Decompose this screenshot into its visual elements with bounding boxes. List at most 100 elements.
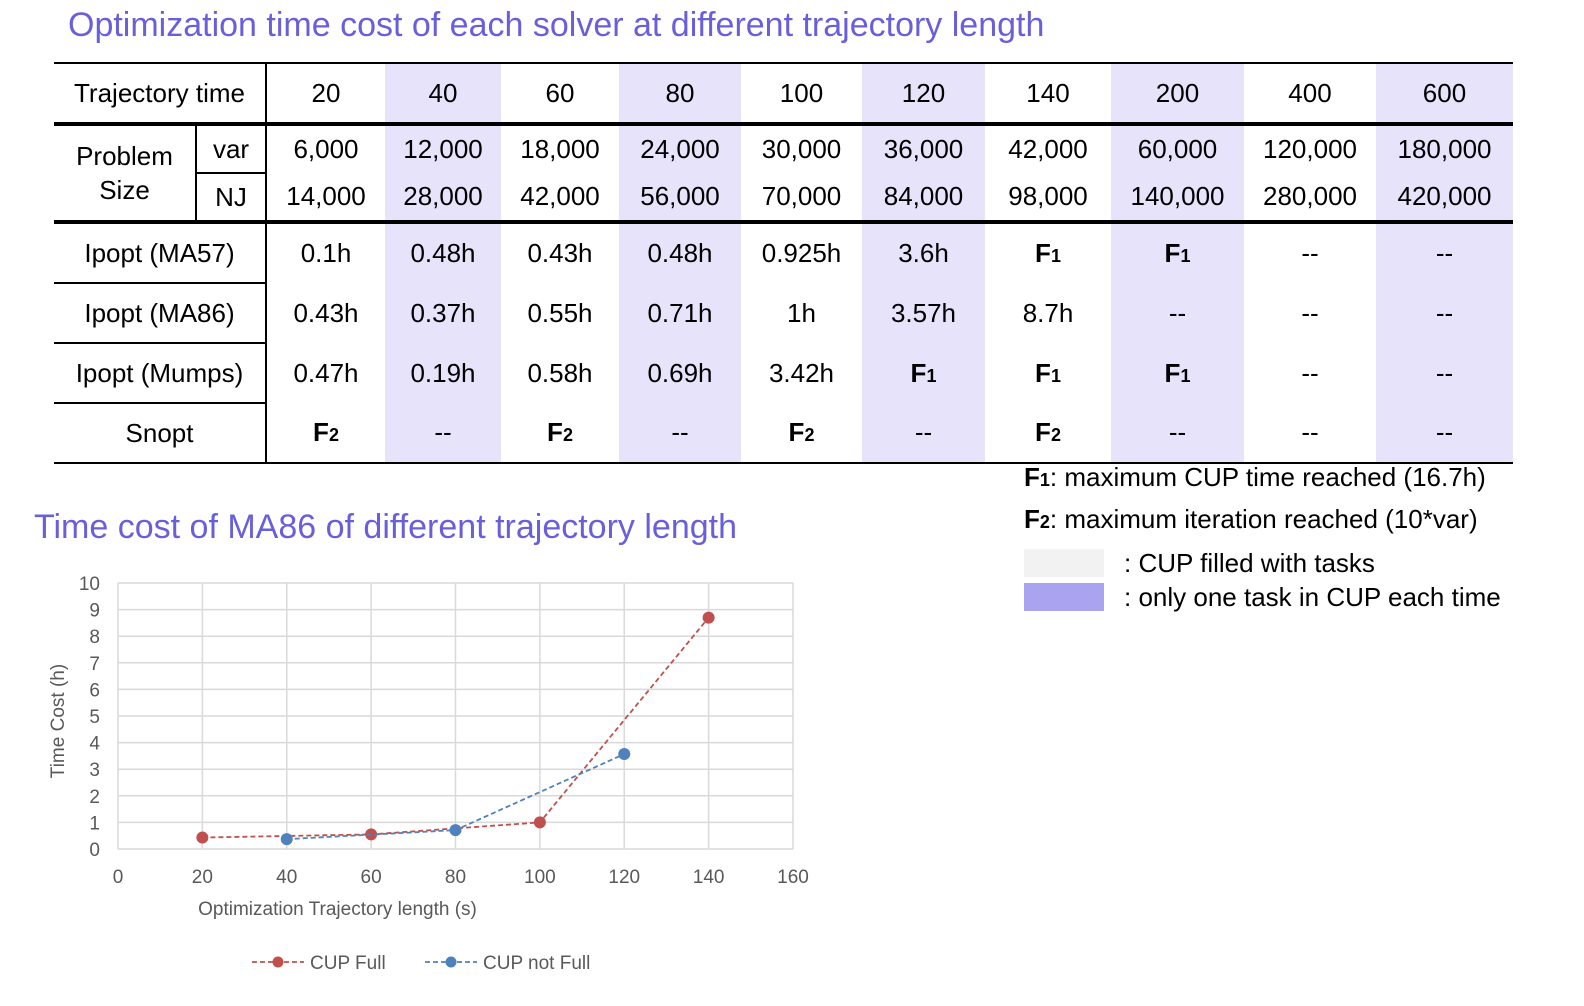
solver-cell: -- [1111,283,1244,343]
swatch-full [1024,549,1104,577]
problem-size-nj-row: NJ 14,000 28,000 42,000 56,000 70,000 84,000 98… [54,173,1513,224]
solver-row: Ipopt (Mumps) 0.47h 0.19h 0.58h 0.69h 3.42h F1… [54,343,1513,404]
x-tick-label: 80 [445,867,466,888]
solver-cell: F2 [266,403,385,464]
legend-label: CUP not Full [483,953,590,974]
var-cell: 36,000 [862,124,985,173]
solver-cell: 0.43h [527,238,593,268]
solver-cell: 3.42h [768,357,835,388]
y-tick-label: 5 [89,707,100,728]
y-tick-label: 7 [89,654,100,675]
y-tick-label: 4 [89,734,100,755]
solver-cell: -- [1301,238,1319,268]
var-label: var [195,124,267,174]
solver-cell: 0.19h [385,343,501,403]
solver-cell: -- [1376,283,1513,343]
f2-key: F [1024,504,1040,534]
f2-text: : maximum iteration reached (10*var) [1049,504,1478,534]
solver-cell: F1 [1035,238,1061,268]
header-cell: 600 [1376,62,1513,126]
var-cell: 42,000 [1008,134,1088,164]
x-tick-label: 160 [777,867,809,888]
header-label: Trajectory time [54,62,267,126]
solver-cell: 0.43h [293,297,359,328]
x-tick-label: 100 [524,867,556,888]
var-cell: 60,000 [1111,124,1244,173]
header-cell: 400 [1244,62,1376,126]
table-header-row: Trajectory time 20 40 60 80 100 120 140 200 400 60… [54,62,1513,126]
table-title: Optimization time cost of each solver at… [68,6,1045,44]
solver-label: Snopt [54,403,267,464]
var-cell: 12,000 [385,124,501,173]
nj-cell: 98,000 [985,173,1111,224]
swatch-row-one: : only one task in CUP each time [1024,580,1501,614]
x-tick-label: 120 [608,867,640,888]
header-cell: 200 [1111,62,1244,126]
nj-cell: 140,000 [1111,173,1244,224]
y-tick-label: 2 [89,787,100,808]
swatch-full-label: : CUP filled with tasks [1124,547,1375,578]
y-tick-label: 9 [89,601,100,622]
solver-cell: 0.48h [619,222,741,283]
y-tick-label: 0 [89,840,100,861]
var-cell: 30,000 [761,134,842,164]
solver-cell: -- [1301,357,1319,388]
solver-cell: F1 [1035,357,1061,388]
data-point [702,611,715,624]
x-tick-label: 60 [361,867,382,888]
header-cell: 20 [266,62,385,126]
solver-row: Snopt F2 -- F2 -- F2 -- F2 -- -- -- [54,403,1513,464]
swatch-row-full: : CUP filled with tasks [1024,546,1501,580]
solver-cell: -- [862,403,985,464]
chart-title: Time cost of MA86 of different trajector… [34,508,737,546]
solver-cell: -- [385,403,501,464]
table-legend: F1: maximum CUP time reached (16.7h) F2:… [1024,462,1501,614]
var-cell: 24,000 [619,124,741,173]
solver-cell: -- [1376,403,1513,464]
solver-label: Ipopt (Mumps) [54,343,267,404]
data-point [533,816,546,829]
legend-label: CUP Full [310,953,386,974]
solver-label: Ipopt (MA57) [54,222,267,284]
f1-text: : maximum CUP time reached (16.7h) [1049,462,1486,492]
solver-cell: -- [1376,343,1513,403]
header-cell: 40 [385,62,501,126]
y-axis-label: Time Cost (h) [48,664,69,778]
nj-cell: 28,000 [385,173,501,224]
x-tick-label: 40 [276,867,297,888]
nj-cell: 280,000 [1244,173,1376,224]
swatch-one [1024,583,1104,611]
header-cell: 80 [619,62,741,126]
results-table: Trajectory time 20 40 60 80 100 120 140 200 400 60… [54,62,1513,464]
solver-cell: F1 [1111,222,1244,283]
header-cell: 140 [985,62,1111,126]
data-point [449,824,462,837]
solver-cell: 0.37h [385,283,501,343]
note-f1: F1: maximum CUP time reached (16.7h) [1024,462,1501,504]
solver-cell: -- [1376,222,1513,283]
solver-cell: F2 [985,403,1111,464]
solver-cell: F1 [1111,343,1244,403]
legend-marker [445,956,457,968]
solver-cell: -- [1301,297,1319,328]
header-cell: 60 [501,62,619,126]
f1-key: F [1024,462,1040,492]
solver-cell: 0.925h [761,238,842,268]
y-tick-label: 8 [89,627,100,648]
data-point [196,831,209,844]
nj-cell: 14,000 [266,173,385,224]
solver-cell: 8.7h [1022,297,1074,328]
solver-cell: 0.47h [293,357,359,388]
solver-cell: -- [1244,403,1376,464]
swatch-one-label: : only one task in CUP each time [1124,581,1501,612]
nj-cell: 84,000 [862,173,985,224]
solver-row: Ipopt (MA86) 0.43h 0.37h 0.55h 0.71h 1h 3.57h 8… [54,283,1513,344]
nj-label: NJ [195,173,267,224]
solver-cell: 0.58h [527,357,593,388]
solver-cell: 3.6h [862,222,985,283]
problem-size-label: Problem Size [54,124,196,224]
solver-cell: -- [619,403,741,464]
y-tick-label: 3 [89,760,100,781]
solver-cell: 0.69h [619,343,741,403]
